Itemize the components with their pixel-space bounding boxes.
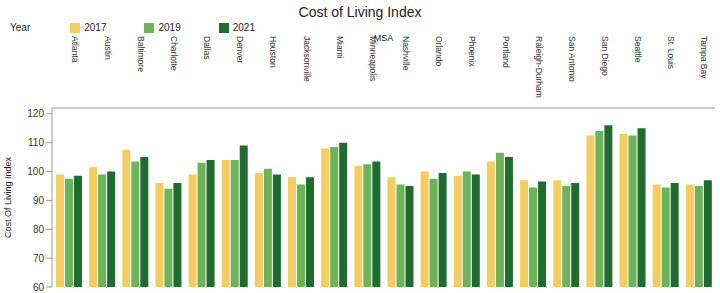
svg-text:Raleigh-Durham: Raleigh-Durham [534, 36, 544, 98]
svg-text:Houston: Houston [268, 36, 278, 68]
svg-text:Denver: Denver [235, 36, 245, 64]
svg-text:Jacksonville: Jacksonville [302, 36, 312, 82]
svg-text:Cost Of Living Index: Cost Of Living Index [8, 156, 13, 238]
html-text:2017: 2017 [84, 22, 107, 33]
svg-text:80: 80 [33, 224, 45, 235]
svg-text:Charlotte: Charlotte [169, 36, 179, 71]
svg-text:Phoenix: Phoenix [467, 36, 477, 67]
svg-text:Minneapolis: Minneapolis [368, 36, 378, 81]
svg-text:Tampa Bay: Tampa Bay [699, 36, 709, 79]
svg-text:70: 70 [33, 253, 45, 264]
html-text:2021: 2021 [232, 22, 255, 33]
html-text:2019: 2019 [158, 22, 181, 33]
svg-text:Dallas: Dallas [202, 36, 212, 60]
svg-text:Orlando: Orlando [434, 36, 444, 67]
svg-text:Atlanta: Atlanta [70, 36, 80, 63]
svg-text:Austin: Austin [103, 36, 113, 60]
svg-text:San Diego: San Diego [600, 36, 610, 76]
svg-text:Seattle: Seattle [633, 36, 643, 63]
svg-text:Baltimore: Baltimore [136, 36, 146, 72]
svg-text:Portland: Portland [501, 36, 511, 68]
svg-text:120: 120 [27, 108, 44, 119]
svg-text:110: 110 [28, 137, 44, 148]
svg-text:60: 60 [33, 282, 45, 293]
svg-text:100: 100 [27, 166, 44, 177]
svg-text:San Antonio: San Antonio [567, 36, 577, 82]
svg-text:St. Louis: St. Louis [666, 36, 676, 69]
html-text:Year: Year [10, 22, 31, 33]
svg-text:90: 90 [33, 195, 45, 206]
html-text:Cost of Living Index: Cost of Living Index [298, 4, 422, 20]
svg-text:Nashville: Nashville [401, 36, 411, 71]
html-text:MSA: MSA [373, 33, 394, 43]
svg-text:Miami: Miami [335, 36, 345, 59]
